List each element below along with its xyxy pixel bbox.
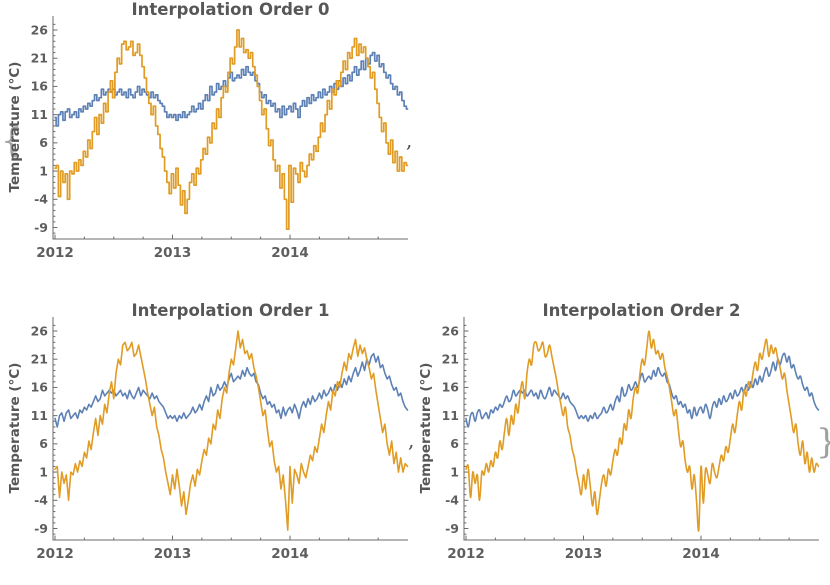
x-tick-label: 2012	[447, 546, 485, 562]
y-tick-label: -4	[445, 493, 459, 508]
x-tick-label: 2013	[154, 245, 192, 261]
x-tick-label: 2012	[36, 245, 74, 261]
plot-interpolation-order-1: -9 -4 1 6 11 16 21 26 2012 2013 2014 Interpolation…	[0, 301, 420, 563]
y-axis-label: Temperature (°C)	[418, 363, 434, 494]
chart-title: Interpolation Order 2	[543, 301, 741, 320]
y-tick-label: -4	[34, 493, 48, 508]
x-tick-label: 2013	[154, 546, 192, 562]
x-tick-label: 2013	[565, 546, 603, 562]
y-tick-label: 26	[31, 22, 49, 37]
plot-interpolation-order-0: -9 -4 1 6 11 16 21 26 2012 2013 2014 Interpolation…	[0, 0, 420, 262]
y-tick-label: 21	[442, 352, 459, 367]
series-blue-path	[54, 352, 409, 428]
y-tick-label: 6	[450, 436, 459, 451]
y-tick-label: 16	[31, 380, 49, 395]
y-tick-label: 16	[442, 380, 460, 395]
y-tick-label: 11	[442, 408, 459, 423]
axis-lines	[463, 317, 819, 541]
y-tick-label: 26	[442, 323, 460, 338]
x-tick-label: 2014	[271, 245, 309, 261]
x-tick-label: 2014	[271, 546, 309, 562]
y-tick-label: 21	[31, 51, 48, 66]
y-tick-label: -9	[34, 220, 48, 235]
y-tick-label: 1	[450, 464, 459, 479]
y-tick-label: -4	[34, 192, 48, 207]
list-separator-comma: ,	[408, 428, 415, 452]
list-close-brace: }	[816, 425, 830, 459]
chart-title: Interpolation Order 1	[132, 301, 330, 320]
y-tick-label: 16	[31, 79, 49, 94]
y-tick-label: -9	[445, 521, 459, 536]
chart-title: Interpolation Order 0	[132, 0, 330, 19]
y-axis-label: Temperature (°C)	[7, 62, 23, 193]
series-orange-path	[465, 330, 820, 532]
y-tick-label: 26	[31, 323, 49, 338]
axis-lines	[52, 16, 408, 240]
list-open-brace: {	[1, 121, 23, 161]
list-separator-comma: ,	[406, 128, 413, 152]
y-tick-label: 11	[31, 408, 48, 423]
series-blue-path	[465, 352, 820, 428]
y-axis-label: Temperature (°C)	[7, 363, 23, 494]
x-tick-label: 2014	[682, 546, 720, 562]
x-tick-label: 2012	[36, 546, 74, 562]
y-tick-label: 21	[31, 352, 48, 367]
y-tick-label: 1	[39, 464, 48, 479]
series-blue-path	[54, 51, 409, 127]
y-tick-label: 6	[39, 436, 48, 451]
data-layer	[54, 29, 409, 231]
y-tick-label: 6	[39, 135, 48, 150]
y-tick-label: 11	[31, 107, 48, 122]
data-layer	[465, 330, 820, 532]
data-layer	[54, 330, 409, 531]
y-tick-label: -9	[34, 521, 48, 536]
y-tick-label: 1	[39, 163, 48, 178]
plot-interpolation-order-2: -9 -4 1 6 11 16 21 26 2012 2013 2014 Interpolation…	[411, 301, 830, 563]
axis-lines	[52, 317, 408, 541]
series-orange-path	[54, 29, 409, 231]
series-orange-path	[54, 330, 409, 531]
